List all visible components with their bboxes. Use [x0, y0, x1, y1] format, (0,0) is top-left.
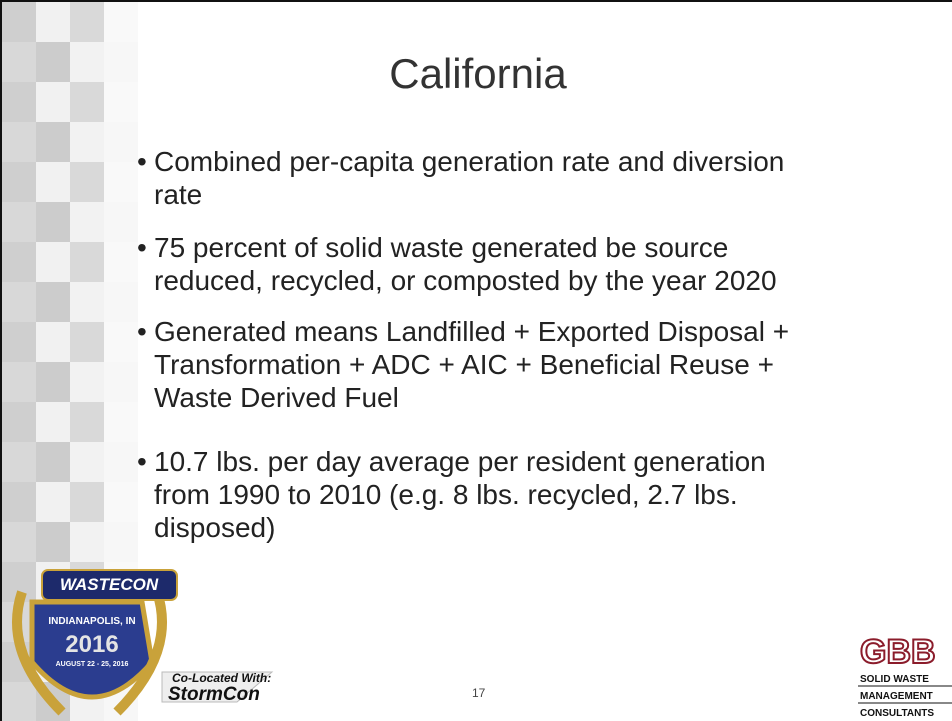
bullet-line: disposed) [137, 511, 766, 544]
photo-tile [104, 242, 138, 282]
gbb-brand: GBB [860, 633, 936, 671]
photo-tile [36, 362, 70, 402]
bullet-line: Waste Derived Fuel [137, 381, 789, 414]
gbb-line2: MANAGEMENT [860, 691, 933, 702]
photo-tile [2, 2, 36, 42]
photo-tile [2, 122, 36, 162]
wastecon-dates: AUGUST 22 - 25, 2016 [56, 661, 129, 668]
bullet-item: •Combined per-capita generation rate and… [137, 145, 784, 211]
photo-tile [2, 242, 36, 282]
photo-tile [36, 162, 70, 202]
bullet-line: 10.7 lbs. per day average per resident g… [137, 445, 766, 478]
photo-tile [2, 362, 36, 402]
photo-tile [70, 442, 104, 482]
photo-tile [104, 482, 138, 522]
bullet-line: Transformation + ADC + AIC + Beneficial … [137, 348, 789, 381]
photo-tile [70, 2, 104, 42]
wastecon-year: 2016 [65, 631, 118, 658]
photo-tile [36, 402, 70, 442]
photo-tile [2, 282, 36, 322]
photo-tile [36, 282, 70, 322]
bullet-line: reduced, recycled, or composted by the y… [137, 264, 777, 297]
gbb-logo: GBB SOLID WASTE MANAGEMENT CONSULTANTS [852, 627, 952, 721]
photo-tile [70, 162, 104, 202]
photo-tile [70, 322, 104, 362]
photo-tile [104, 202, 138, 242]
photo-tile [2, 482, 36, 522]
photo-tile [70, 282, 104, 322]
photo-tile [2, 322, 36, 362]
bullet-line: from 1990 to 2010 (e.g. 8 lbs. recycled,… [137, 478, 766, 511]
bullet-line: Combined per-capita generation rate and … [137, 145, 784, 178]
bullet-item: •10.7 lbs. per day average per resident … [137, 445, 766, 544]
gbb-line3: CONSULTANTS [860, 708, 934, 719]
photo-tile [36, 242, 70, 282]
photo-tile [2, 162, 36, 202]
photo-tile [2, 522, 36, 562]
wastecon-location: INDIANAPOLIS, IN [48, 616, 135, 627]
bullet-item: •Generated means Landfilled + Exported D… [137, 315, 789, 414]
photo-tile [70, 522, 104, 562]
photo-tile [36, 202, 70, 242]
photo-tile [104, 442, 138, 482]
photo-tile [70, 242, 104, 282]
photo-tile [104, 362, 138, 402]
photo-tile [104, 522, 138, 562]
photo-tile [104, 162, 138, 202]
photo-tile [2, 402, 36, 442]
photo-tile [36, 482, 70, 522]
bullet-item: •75 percent of solid waste generated be … [137, 231, 777, 297]
photo-tile [70, 122, 104, 162]
photo-tile [104, 282, 138, 322]
photo-tile [70, 362, 104, 402]
photo-tile [70, 482, 104, 522]
photo-tile [36, 322, 70, 362]
photo-tile [36, 2, 70, 42]
wastecon-logo: WASTECON INDIANAPOLIS, IN 2016 AUGUST 22… [2, 562, 302, 721]
bullet-line: Generated means Landfilled + Exported Di… [137, 315, 789, 348]
photo-tile [36, 522, 70, 562]
wastecon-brand: WASTECON [60, 575, 159, 594]
stormcon-brand: StormCon [168, 684, 260, 705]
bullet-dot: • [137, 315, 147, 348]
slide-title: California [2, 50, 952, 98]
stormcon-tagline: Co-Located With: [172, 671, 271, 685]
photo-tile [104, 322, 138, 362]
page-number: 17 [472, 686, 485, 700]
gbb-line1: SOLID WASTE [860, 674, 929, 685]
photo-tile [70, 402, 104, 442]
photo-tile [104, 2, 138, 42]
photo-tile [70, 202, 104, 242]
bullet-line: rate [137, 178, 784, 211]
photo-tile [2, 442, 36, 482]
photo-tile [36, 442, 70, 482]
photo-tile [36, 122, 70, 162]
bullet-line: 75 percent of solid waste generated be s… [137, 231, 777, 264]
bullet-dot: • [137, 231, 147, 264]
photo-tile [104, 122, 138, 162]
slide: California •Combined per-capita generati… [0, 0, 952, 721]
bullet-dot: • [137, 145, 147, 178]
photo-tile [104, 402, 138, 442]
bullet-dot: • [137, 445, 147, 478]
photo-tile [2, 202, 36, 242]
